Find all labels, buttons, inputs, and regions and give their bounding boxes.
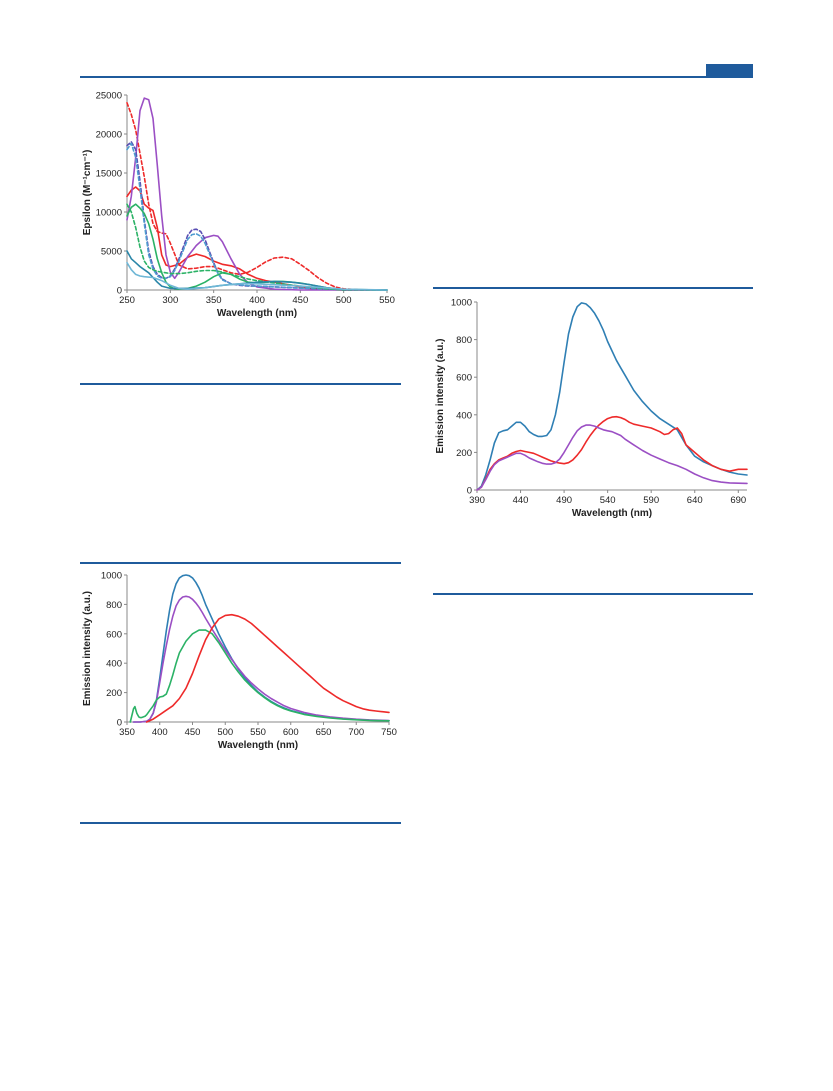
x-tick-label: 250: [119, 295, 135, 306]
section-rule: [433, 593, 753, 595]
x-axis-title: Wavelength (nm): [572, 508, 652, 519]
x-tick-label: 300: [162, 295, 178, 306]
x-tick-label: 450: [292, 295, 308, 306]
x-tick-label: 550: [250, 727, 266, 738]
y-tick-label: 600: [106, 629, 122, 640]
x-tick-label: 640: [687, 495, 703, 506]
y-tick-label: 400: [106, 659, 122, 670]
x-tick-label: 540: [600, 495, 616, 506]
series-line-9: [126, 261, 388, 291]
section-rule: [80, 822, 401, 824]
absorption-chart: 0 5000 10000 15000 20000 25000 250 300 350 400 450…: [82, 91, 395, 320]
series-line-1: [476, 302, 748, 491]
x-tick-label: 350: [206, 295, 222, 306]
series-line-3: [129, 629, 390, 723]
series-line-2: [476, 415, 748, 491]
x-tick-label: 600: [283, 727, 299, 738]
series-line-3: [126, 97, 388, 291]
series-line-1: [126, 102, 388, 291]
series-line-3: [476, 424, 748, 491]
x-tick-label: 700: [348, 727, 364, 738]
x-tick-label: 690: [730, 495, 746, 506]
x-tick-label: 750: [381, 727, 397, 738]
x-tick-label: 400: [249, 295, 265, 306]
emission-chart-right: 0 200 400 600 800 1000 390 440 490 540 590 640 690 Wa…: [435, 298, 748, 519]
y-tick-label: 200: [456, 448, 472, 459]
y-tick-label: 600: [456, 373, 472, 384]
series-line-2: [126, 186, 388, 291]
y-tick-label: 15000: [96, 169, 122, 180]
y-tick-label: 5000: [101, 247, 122, 258]
x-tick-label: 450: [185, 727, 201, 738]
x-tick-label: 490: [556, 495, 572, 506]
emission-chart-left: 0 200 400 600 800 1000 350 400 450 500 550 600 650 70…: [82, 571, 397, 752]
section-rule: [80, 383, 401, 385]
x-axis-title: Wavelength (nm): [218, 740, 298, 751]
header-rule: [80, 76, 753, 78]
x-tick-label: 650: [316, 727, 332, 738]
series-line-5: [126, 142, 388, 291]
y-axis-title: Emission intensity (a.u.): [435, 338, 446, 453]
y-tick-label: 0: [117, 718, 122, 729]
section-rule: [80, 562, 401, 564]
x-tick-label: 390: [469, 495, 485, 506]
y-tick-label: 800: [456, 335, 472, 346]
section-rule: [433, 287, 753, 289]
y-tick-label: 200: [106, 688, 122, 699]
series-line-2: [132, 595, 390, 723]
y-tick-label: 0: [467, 486, 472, 497]
y-tick-label: 0: [117, 286, 122, 297]
x-tick-label: 500: [336, 295, 352, 306]
y-tick-label: 10000: [96, 208, 122, 219]
y-axis-title: Emission intensity (a.u.): [82, 591, 93, 706]
x-tick-label: 590: [643, 495, 659, 506]
y-tick-label: 1000: [101, 571, 122, 582]
x-tick-label: 500: [217, 727, 233, 738]
y-axis-title: Epsilon (M⁻¹cm⁻¹): [82, 150, 93, 236]
y-tick-label: 400: [456, 410, 472, 421]
header-badge: [706, 64, 753, 77]
y-tick-label: 25000: [96, 91, 122, 102]
x-tick-label: 440: [513, 495, 529, 506]
y-tick-label: 20000: [96, 130, 122, 141]
x-tick-label: 350: [119, 727, 135, 738]
series-line-1: [132, 574, 390, 723]
series-line-7: [126, 203, 388, 291]
y-tick-label: 1000: [451, 298, 472, 309]
series-line-6: [126, 203, 388, 291]
series-line-4: [145, 613, 390, 723]
x-tick-label: 550: [379, 295, 395, 306]
series-line-4: [126, 141, 388, 291]
x-axis-title: Wavelength (nm): [217, 308, 297, 319]
x-tick-label: 400: [152, 727, 168, 738]
y-tick-label: 800: [106, 600, 122, 611]
